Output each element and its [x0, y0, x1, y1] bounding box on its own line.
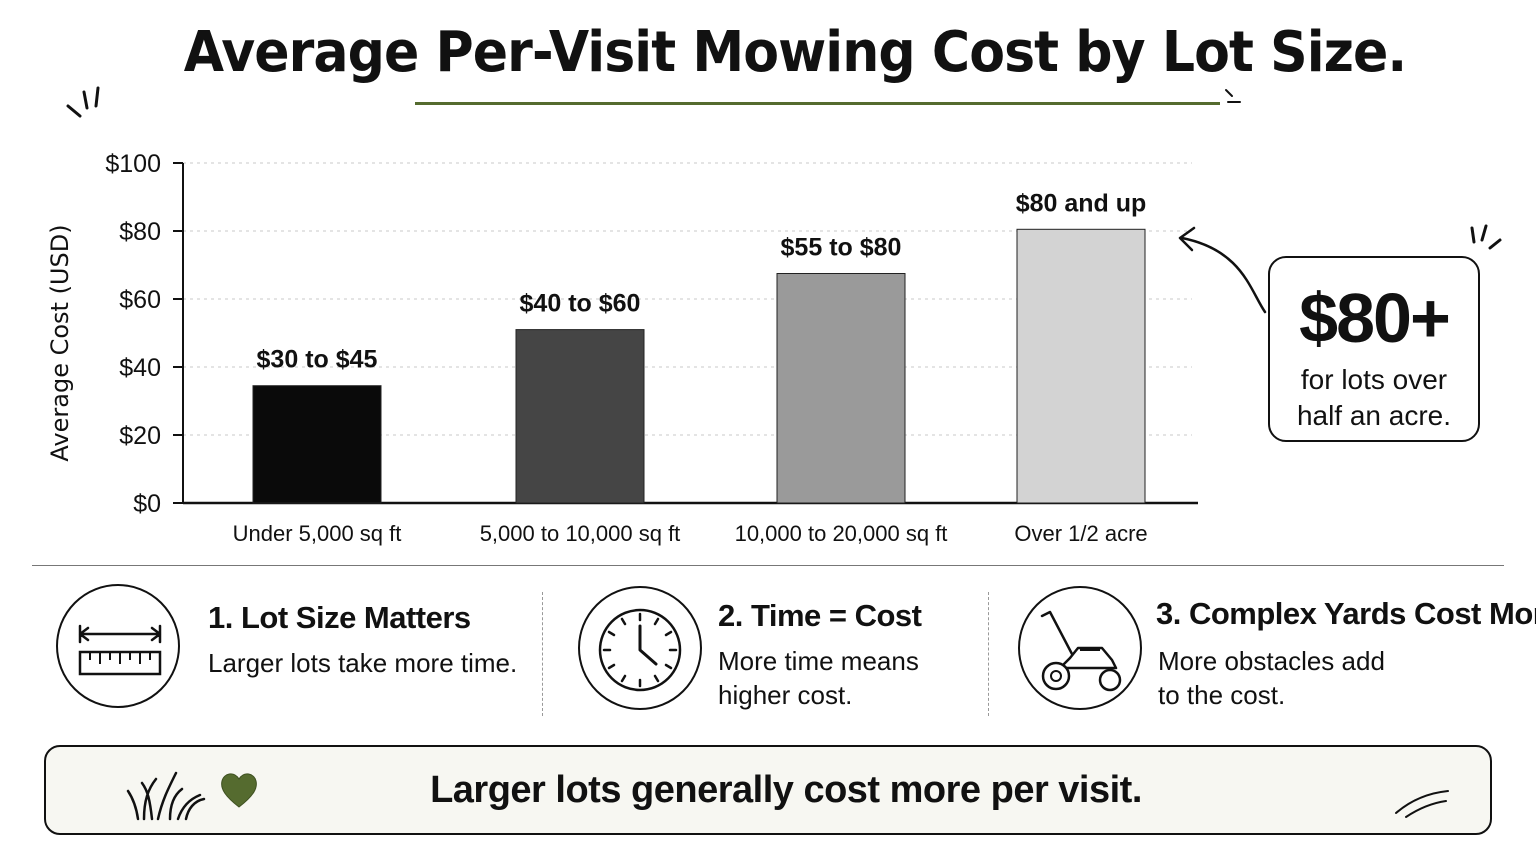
- data-label: $55 to $80: [781, 234, 902, 262]
- callout-box: $80+ for lots over half an acre.: [1268, 256, 1480, 442]
- callout-value: $80+: [1299, 279, 1451, 357]
- data-label: $40 to $60: [520, 290, 641, 318]
- heart-icon: [221, 773, 257, 808]
- y-tick-label: $100: [105, 150, 161, 178]
- swoosh-icon: [1395, 790, 1449, 818]
- factor-text: More time means higher cost.: [718, 646, 919, 710]
- x-tick-label: Under 5,000 sq ft: [233, 521, 402, 546]
- section-divider: [32, 565, 1504, 566]
- sparkle-icon: [66, 86, 100, 118]
- x-tick-label: Over 1/2 acre: [1014, 521, 1147, 546]
- factor-title: 1. Lot Size Matters: [208, 600, 471, 635]
- x-tick-label: 10,000 to 20,000 sq ft: [735, 521, 948, 546]
- bar-chart: $0 $20 $40 $60 $80 $100 $30 to $45 Under 5,000 …: [46, 150, 1198, 546]
- callout-text: for lots over half an acre.: [1296, 364, 1452, 431]
- title-underline: [415, 102, 1220, 105]
- bar: [1016, 228, 1146, 504]
- y-tick-label: $80: [119, 218, 161, 246]
- bar: [252, 385, 382, 504]
- ruler-icon: [56, 584, 180, 708]
- curved-arrow-icon: [1178, 226, 1267, 314]
- bar: [776, 273, 906, 504]
- summary-text: Larger lots generally cost more per visi…: [430, 769, 1142, 811]
- factor-title: 3. Complex Yards Cost More: [1156, 596, 1536, 631]
- data-label: $80 and up: [1016, 189, 1147, 217]
- lawn-mower-icon: [1018, 586, 1142, 710]
- sparkle-icon: [1225, 89, 1241, 103]
- x-tick-label: 5,000 to 10,000 sq ft: [480, 521, 681, 546]
- grass-icon: [126, 771, 206, 821]
- y-axis-title: Average Cost (USD): [46, 224, 74, 461]
- data-label: $30 to $45: [257, 346, 378, 374]
- factor-text: More obstacles add to the cost.: [1158, 646, 1385, 710]
- column-separator: [542, 592, 543, 716]
- y-tick-label: $0: [133, 490, 161, 518]
- factor-text: Larger lots take more time.: [208, 648, 518, 678]
- chart-title: Average Per-Visit Mowing Cost by Lot Siz…: [183, 20, 1407, 85]
- sparkle-icon: [1470, 224, 1502, 250]
- bar: [515, 329, 645, 504]
- y-tick-label: $60: [119, 286, 161, 314]
- clock-icon: [578, 586, 702, 710]
- y-tick-label: $40: [119, 354, 161, 382]
- summary-banner: Larger lots generally cost more per visi…: [44, 745, 1492, 835]
- column-separator: [988, 592, 989, 716]
- factor-title: 2. Time = Cost: [718, 598, 922, 633]
- y-tick-label: $20: [119, 422, 161, 450]
